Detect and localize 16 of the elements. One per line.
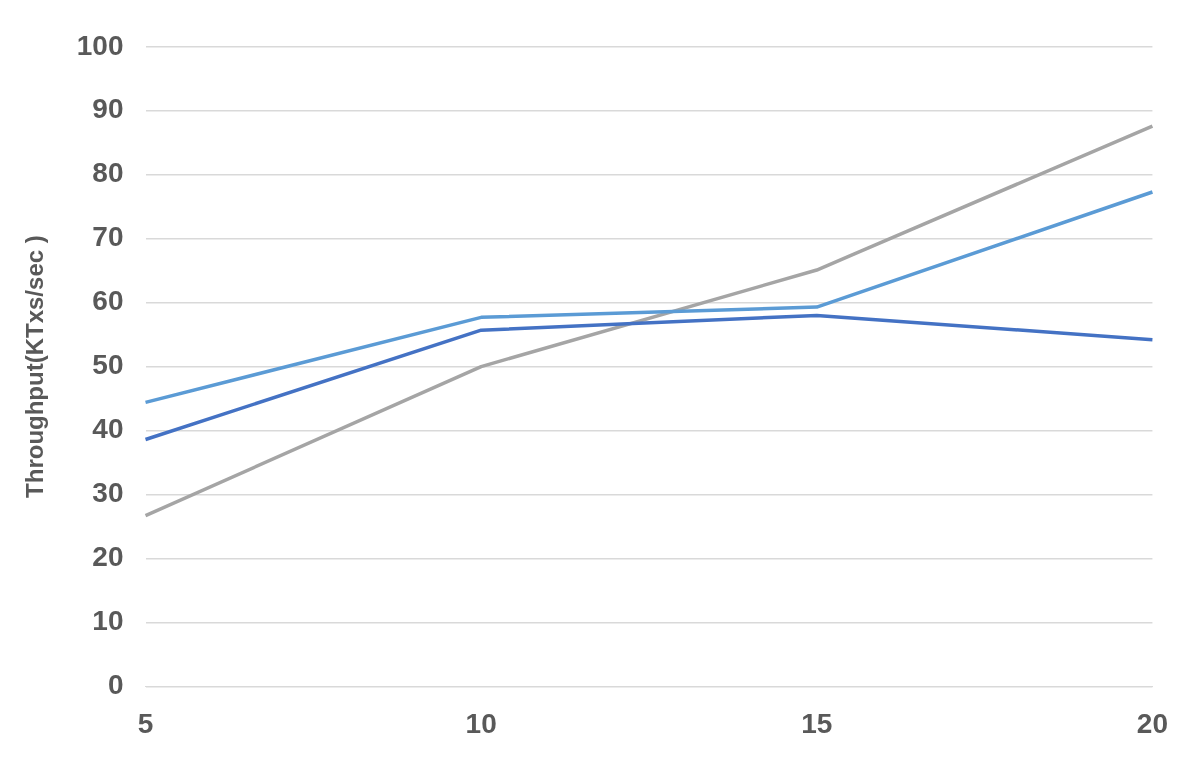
- y-tick-label: 20: [92, 541, 124, 573]
- x-tick-label: 15: [801, 707, 833, 739]
- y-tick-label: 0: [107, 669, 124, 701]
- y-axis-title: Throughput(KTxs/sec ): [21, 235, 49, 498]
- x-tick-label: 20: [1136, 707, 1169, 739]
- y-tick-label: 30: [92, 477, 124, 509]
- y-tick-label: 10: [92, 605, 124, 637]
- y-tick-label: 80: [92, 157, 124, 189]
- y-tick-label: 90: [92, 93, 124, 125]
- y-tick-label: 40: [92, 413, 124, 445]
- y-tick-label: 100: [76, 29, 124, 61]
- x-tick-label: 5: [137, 707, 154, 739]
- y-tick-label: 70: [92, 221, 124, 253]
- y-tick-label: 60: [92, 285, 124, 317]
- y-tick-label: 50: [92, 349, 124, 381]
- x-tick-label: 10: [465, 707, 497, 739]
